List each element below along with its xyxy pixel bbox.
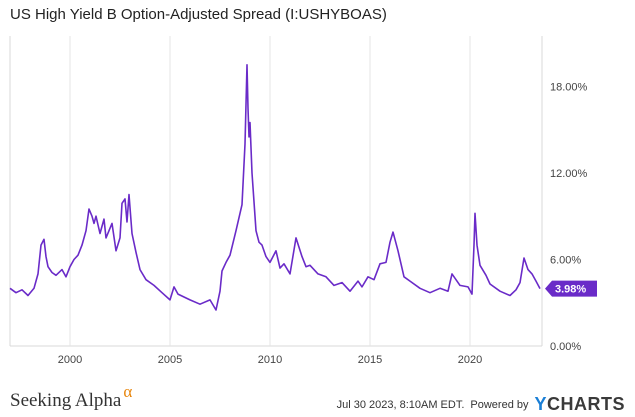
y-tick-label: 12.00% bbox=[550, 168, 588, 180]
series-line bbox=[9, 64, 541, 311]
y-tick-label: 18.00% bbox=[550, 81, 588, 93]
last-value-badge bbox=[545, 280, 597, 297]
chart-title: US High Yield B Option-Adjusted Spread (… bbox=[10, 6, 387, 23]
y-tick-label: 6.00% bbox=[550, 254, 581, 266]
alpha-symbol: α bbox=[123, 382, 133, 401]
ycharts-logo-y: Y bbox=[534, 394, 547, 414]
last-value-label: 3.98% bbox=[555, 284, 586, 296]
footer-attribution: Jul 30 2023, 8:10AM EDT. Powered by YCHA… bbox=[337, 394, 625, 415]
last-value-callout: 3.98% bbox=[545, 280, 597, 297]
grid-lines bbox=[9, 36, 543, 347]
line-chart: 2000 2005 2010 2015 2020 0.00% 6.00% 12.00% 18.… bbox=[9, 36, 597, 366]
y-tick-labels: 0.00% 6.00% 12.00% 18.00% bbox=[550, 81, 588, 353]
series-layer bbox=[9, 64, 541, 311]
x-tick-label: 2015 bbox=[358, 354, 382, 366]
x-tick-label: 2020 bbox=[458, 354, 482, 366]
y-tick-label: 0.00% bbox=[550, 341, 581, 353]
timestamp: Jul 30 2023, 8:10AM EDT. bbox=[336, 398, 465, 411]
x-tick-label: 2005 bbox=[158, 354, 182, 366]
x-tick-label: 2010 bbox=[258, 354, 282, 366]
x-tick-labels: 2000 2005 2010 2015 2020 bbox=[58, 354, 482, 366]
seeking-alpha-text: Seeking Alpha bbox=[10, 390, 122, 411]
x-tick-label: 2000 bbox=[58, 354, 82, 366]
ycharts-logo-rest: CHARTS bbox=[547, 394, 625, 414]
seeking-alpha-logo[interactable]: Seeking Alpha α bbox=[10, 382, 132, 412]
powered-by-text: Powered by bbox=[470, 398, 529, 411]
ycharts-logo[interactable]: YCHARTS bbox=[534, 394, 625, 415]
